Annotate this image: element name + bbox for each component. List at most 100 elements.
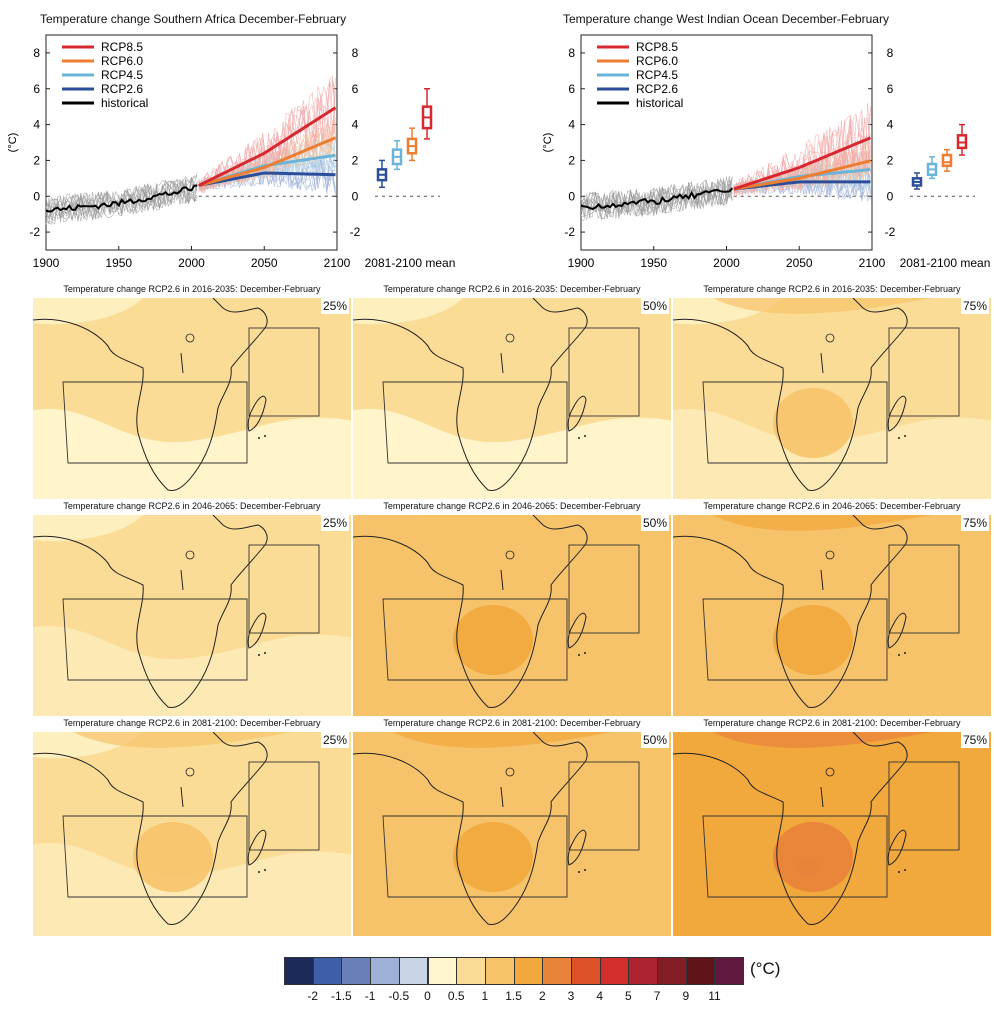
y-tick-label: 4 bbox=[33, 118, 40, 132]
map-title: Temperature change RCP2.6 in 2016-2035: … bbox=[703, 284, 961, 294]
map-panel: Temperature change RCP2.6 in 2046-2065: … bbox=[33, 499, 351, 721]
y-tick-label-right: 4 bbox=[887, 118, 894, 132]
legend-label: RCP2.6 bbox=[636, 82, 678, 96]
colorbar-swatch bbox=[714, 957, 745, 985]
colorbar-swatch bbox=[398, 957, 429, 985]
colorbar-tick-label: 1.5 bbox=[505, 989, 522, 1003]
region-box-west-indian-ocean bbox=[248, 327, 320, 417]
colorbar-swatch bbox=[685, 957, 716, 985]
y-tick-label: 2 bbox=[33, 153, 40, 167]
map-field bbox=[353, 298, 671, 502]
map-panel: Temperature change RCP2.6 in 2081-2100: … bbox=[673, 716, 991, 938]
colorbar-tick-label: 0.5 bbox=[447, 989, 465, 1003]
map-field bbox=[353, 515, 671, 719]
region-box-southern-africa bbox=[382, 381, 568, 464]
region-box-southern-africa bbox=[702, 815, 888, 898]
y-tick-label-right: -2 bbox=[885, 225, 896, 239]
end-box-rcp26 bbox=[911, 172, 923, 190]
colorbar-tick-label: 11 bbox=[708, 989, 721, 1003]
region-box-west-indian-ocean bbox=[888, 327, 960, 417]
colorbar-swatch bbox=[312, 957, 343, 985]
end-box-rcp26 bbox=[376, 159, 388, 189]
map-field bbox=[33, 515, 351, 719]
legend-label: RCP8.5 bbox=[101, 40, 143, 54]
ensemble-member-line bbox=[733, 117, 871, 195]
ensemble-member-line bbox=[580, 180, 733, 218]
y-tick-label: -2 bbox=[29, 225, 40, 239]
colorbar-swatch bbox=[657, 957, 687, 985]
y-tick-label-right: 0 bbox=[352, 189, 359, 203]
region-box-west-indian-ocean bbox=[888, 544, 960, 634]
y-tick-label-right: 2 bbox=[352, 153, 359, 167]
y-tick-label: 6 bbox=[33, 82, 40, 96]
coastline bbox=[33, 515, 268, 709]
y-axis-label: (°C) bbox=[542, 133, 554, 153]
coastline bbox=[673, 515, 908, 709]
legend-label: RCP4.5 bbox=[101, 68, 143, 82]
end-box-rcp85 bbox=[956, 123, 968, 156]
y-tick-label: 8 bbox=[33, 46, 40, 60]
end-box-rcp60 bbox=[406, 127, 418, 162]
end-box-rcp45 bbox=[926, 156, 938, 180]
end-box-rcp60 bbox=[941, 148, 953, 172]
ensemble-member-line bbox=[45, 180, 198, 225]
map-field bbox=[33, 298, 351, 502]
y-tick-label: 8 bbox=[568, 46, 575, 60]
map-title: Temperature change RCP2.6 in 2081-2100: … bbox=[383, 718, 641, 728]
map-panel: Temperature change RCP2.6 in 2016-2035: … bbox=[33, 282, 351, 504]
y-tick-label: -2 bbox=[564, 225, 575, 239]
percentile-label: 75% bbox=[960, 298, 989, 314]
colorbar-swatch bbox=[341, 957, 372, 985]
colorbar-tick-label: 5 bbox=[625, 989, 632, 1003]
map-panel: Temperature change RCP2.6 in 2016-2035: … bbox=[673, 282, 991, 504]
region-box-west-indian-ocean bbox=[568, 544, 640, 634]
colorbar-swatch bbox=[284, 957, 314, 985]
legend-label: historical bbox=[101, 96, 148, 110]
colorbar-unit: (°C) bbox=[750, 959, 781, 978]
plot-frame bbox=[580, 34, 873, 251]
end-mean-label: 2081-2100 mean bbox=[900, 256, 991, 270]
region-box-west-indian-ocean bbox=[568, 761, 640, 851]
region-box-southern-africa bbox=[382, 815, 568, 898]
percentile-label: 25% bbox=[320, 732, 349, 748]
coastline bbox=[353, 298, 588, 492]
coastline bbox=[673, 298, 908, 492]
x-tick-label: 1950 bbox=[105, 256, 132, 270]
y-tick-label: 2 bbox=[568, 153, 575, 167]
series-mean-line-historical bbox=[580, 187, 734, 211]
y-tick-label-right: 6 bbox=[887, 82, 894, 96]
map-title: Temperature change RCP2.6 in 2046-2065: … bbox=[703, 501, 961, 511]
series-mean-line-rcp26 bbox=[198, 171, 336, 187]
map-title: Temperature change RCP2.6 in 2046-2065: … bbox=[383, 501, 641, 511]
colorbar-swatch bbox=[571, 957, 601, 985]
colorbar-swatch bbox=[370, 957, 400, 985]
coastline bbox=[353, 515, 588, 709]
y-tick-label: 6 bbox=[568, 82, 575, 96]
end-box-rcp45 bbox=[391, 139, 403, 171]
colorbar-tick-label: 0 bbox=[424, 989, 431, 1003]
region-box-west-indian-ocean bbox=[888, 761, 960, 851]
map-panel: Temperature change RCP2.6 in 2046-2065: … bbox=[673, 499, 991, 721]
colorbar-swatch bbox=[542, 957, 572, 985]
percentile-label: 50% bbox=[640, 515, 669, 531]
timeseries-charts: 8 86 64 42 20 0-2 -2(°C)1900 1950 2000 2050 2100 20… bbox=[7, 34, 991, 270]
region-box-southern-africa bbox=[62, 815, 248, 898]
map-title: Temperature change RCP2.6 in 2016-2035: … bbox=[383, 284, 641, 294]
percentile-label: 50% bbox=[640, 732, 669, 748]
map-panel: Temperature change RCP2.6 in 2046-2065: … bbox=[353, 499, 671, 721]
region-box-southern-africa bbox=[702, 598, 888, 681]
colorbar-tick-label: 3 bbox=[567, 989, 575, 1003]
y-tick-label: 4 bbox=[568, 118, 575, 132]
coastline bbox=[33, 298, 268, 492]
legend-label: RCP6.0 bbox=[101, 54, 143, 68]
colorbar-swatch bbox=[456, 957, 486, 985]
colorbar-tick-label: -2 bbox=[307, 989, 319, 1003]
ensemble-member-line bbox=[580, 178, 733, 220]
map-title: Temperature change RCP2.6 in 2046-2065: … bbox=[63, 501, 321, 511]
map-field bbox=[353, 732, 671, 936]
ensemble-member-line bbox=[45, 172, 198, 220]
legend-label: historical bbox=[636, 96, 683, 110]
percentile-label: 75% bbox=[960, 732, 989, 748]
y-tick-label-right: 6 bbox=[352, 82, 359, 96]
map-panel: Temperature change RCP2.6 in 2081-2100: … bbox=[33, 716, 351, 938]
